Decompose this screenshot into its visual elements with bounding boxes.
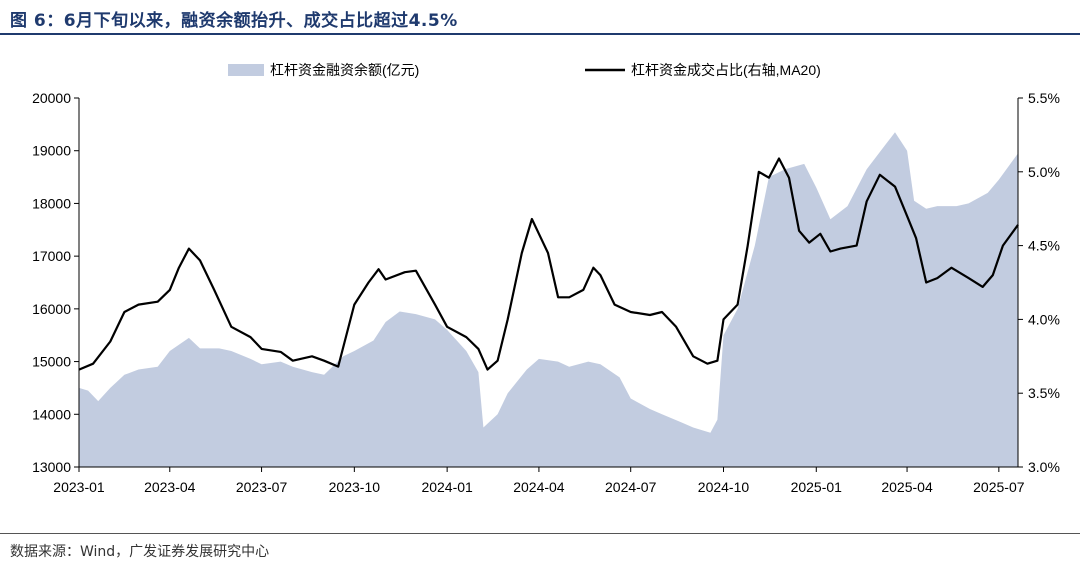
y-left-tick-label: 17000 — [32, 248, 71, 264]
y-right-tick-label: 5.5% — [1028, 90, 1060, 106]
y-left-tick-label: 14000 — [32, 406, 71, 422]
y-left-tick-label: 13000 — [32, 459, 71, 475]
series-area-margin-balance — [79, 132, 1018, 468]
x-tick-label: 2023-01 — [53, 479, 105, 495]
x-tick-label: 2023-07 — [236, 479, 288, 495]
legend-label-area: 杠杆资金融资余额(亿元) — [270, 62, 419, 78]
x-tick-label: 2024-01 — [421, 479, 473, 495]
x-tick-label: 2024-07 — [605, 479, 657, 495]
legend-label-line: 杠杆资金成交占比(右轴,MA20) — [631, 62, 821, 78]
figure-title: 图 6：6月下旬以来，融资余额抬升、成交占比超过4.5% — [10, 11, 458, 31]
x-tick-label: 2023-04 — [144, 479, 196, 495]
title-underline — [0, 33, 1080, 35]
x-tick-label: 2025-04 — [881, 479, 933, 495]
y-left-tick-label: 20000 — [32, 90, 71, 106]
x-tick-label: 2025-07 — [973, 479, 1025, 495]
y-right-tick-label: 5.0% — [1028, 164, 1060, 180]
y-right-tick-label: 3.0% — [1028, 459, 1060, 475]
source-note: 数据来源：Wind，广发证券发展研究中心 — [10, 544, 270, 560]
legend-swatch-area — [228, 64, 264, 76]
x-tick-label: 2024-10 — [698, 479, 750, 495]
footer-divider — [0, 533, 1080, 534]
y-left-tick-label: 15000 — [32, 354, 71, 370]
x-tick-label: 2025-01 — [791, 479, 843, 495]
series-line-trading-share — [78, 157, 1019, 371]
x-tick-label: 2024-04 — [513, 479, 565, 495]
chart-area: 13000 14000 15000 16000 17000 18000 19000 20000… — [0, 36, 1080, 530]
y-right-tick-label: 4.0% — [1028, 311, 1060, 327]
y-left-tick-label: 19000 — [32, 143, 71, 159]
y-right-tick-label: 3.5% — [1028, 385, 1060, 401]
x-tick-label: 2023-10 — [329, 479, 381, 495]
y-left-tick-label: 18000 — [32, 195, 71, 211]
y-left-tick-label: 16000 — [32, 301, 71, 317]
chart-svg: 13000 14000 15000 16000 17000 18000 19000 20000… — [32, 62, 1060, 495]
y-right-tick-label: 4.5% — [1028, 238, 1060, 254]
